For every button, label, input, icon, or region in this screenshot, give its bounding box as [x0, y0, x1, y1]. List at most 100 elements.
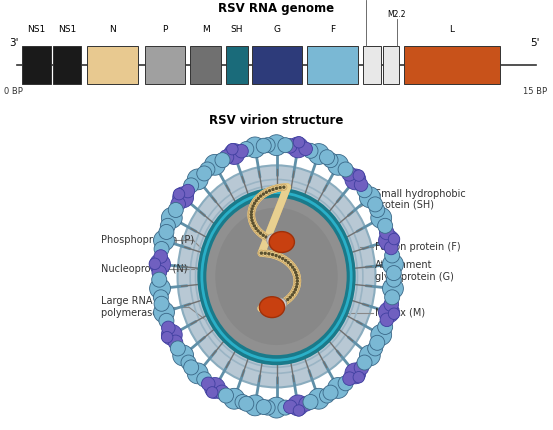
Circle shape	[295, 271, 296, 273]
Circle shape	[378, 218, 393, 233]
Circle shape	[252, 222, 254, 224]
Circle shape	[296, 277, 298, 279]
Circle shape	[266, 135, 287, 156]
Circle shape	[285, 259, 291, 265]
Circle shape	[227, 144, 238, 155]
Text: Fusion protein (F): Fusion protein (F)	[375, 242, 461, 252]
Circle shape	[353, 372, 364, 383]
Bar	[404, 46, 500, 84]
Circle shape	[255, 200, 257, 202]
Circle shape	[359, 345, 380, 366]
Circle shape	[248, 209, 254, 215]
Circle shape	[388, 308, 400, 319]
Circle shape	[252, 205, 254, 207]
Circle shape	[274, 298, 286, 310]
Text: P: P	[162, 25, 168, 34]
Circle shape	[267, 234, 279, 246]
Text: NS1: NS1	[27, 25, 46, 34]
Circle shape	[383, 254, 403, 275]
Circle shape	[154, 250, 168, 263]
Circle shape	[293, 286, 299, 292]
Circle shape	[272, 188, 274, 190]
Circle shape	[154, 296, 169, 311]
Circle shape	[279, 187, 281, 189]
Circle shape	[303, 143, 318, 158]
Circle shape	[309, 388, 329, 409]
Circle shape	[262, 234, 264, 236]
Circle shape	[388, 233, 400, 245]
Circle shape	[323, 385, 338, 400]
Circle shape	[262, 305, 268, 311]
Circle shape	[338, 376, 353, 391]
Circle shape	[249, 206, 255, 212]
Circle shape	[273, 185, 279, 191]
Circle shape	[294, 278, 300, 284]
Circle shape	[260, 195, 262, 197]
Circle shape	[244, 137, 265, 158]
Circle shape	[152, 265, 166, 280]
Circle shape	[296, 280, 298, 282]
Circle shape	[296, 274, 298, 276]
Circle shape	[149, 258, 160, 270]
Text: 15 BP: 15 BP	[523, 87, 547, 96]
Circle shape	[278, 400, 293, 415]
Circle shape	[284, 301, 286, 302]
Circle shape	[274, 305, 276, 307]
Bar	[363, 46, 381, 84]
Circle shape	[379, 225, 394, 240]
Circle shape	[277, 239, 283, 245]
Circle shape	[284, 240, 290, 246]
Circle shape	[244, 395, 265, 416]
Circle shape	[278, 138, 293, 153]
Circle shape	[279, 300, 285, 306]
Circle shape	[285, 296, 291, 303]
Circle shape	[387, 272, 401, 287]
Circle shape	[293, 269, 295, 271]
Circle shape	[259, 232, 262, 234]
Circle shape	[383, 278, 403, 299]
Circle shape	[235, 144, 248, 158]
Circle shape	[275, 240, 277, 242]
Circle shape	[294, 272, 300, 278]
Circle shape	[253, 225, 259, 232]
Circle shape	[370, 335, 385, 350]
Circle shape	[275, 187, 278, 189]
Circle shape	[153, 290, 168, 305]
Circle shape	[251, 223, 258, 229]
Circle shape	[154, 302, 174, 323]
Circle shape	[289, 292, 295, 298]
Circle shape	[290, 264, 296, 270]
Circle shape	[294, 281, 300, 287]
Circle shape	[168, 203, 183, 218]
Circle shape	[343, 372, 356, 385]
Circle shape	[205, 378, 226, 398]
Text: Phosphoprotein (P): Phosphoprotein (P)	[101, 235, 194, 245]
Circle shape	[215, 385, 229, 399]
Circle shape	[200, 162, 215, 177]
Circle shape	[279, 255, 286, 261]
Circle shape	[283, 186, 285, 188]
Circle shape	[320, 388, 335, 403]
Circle shape	[269, 304, 275, 310]
Circle shape	[161, 207, 182, 228]
Ellipse shape	[206, 198, 347, 355]
Circle shape	[283, 257, 289, 264]
Circle shape	[270, 186, 276, 193]
Bar	[190, 46, 221, 84]
Circle shape	[279, 256, 280, 258]
Circle shape	[197, 372, 212, 387]
Circle shape	[266, 236, 273, 242]
Circle shape	[263, 234, 269, 240]
Circle shape	[161, 325, 182, 345]
Circle shape	[262, 193, 264, 195]
Circle shape	[281, 302, 283, 304]
Bar	[22, 46, 51, 84]
Circle shape	[251, 217, 252, 218]
Ellipse shape	[215, 208, 338, 345]
Circle shape	[154, 230, 174, 251]
Circle shape	[235, 394, 250, 409]
Text: 5': 5'	[530, 38, 540, 48]
Circle shape	[248, 215, 254, 221]
Circle shape	[293, 405, 305, 416]
Circle shape	[249, 217, 255, 224]
